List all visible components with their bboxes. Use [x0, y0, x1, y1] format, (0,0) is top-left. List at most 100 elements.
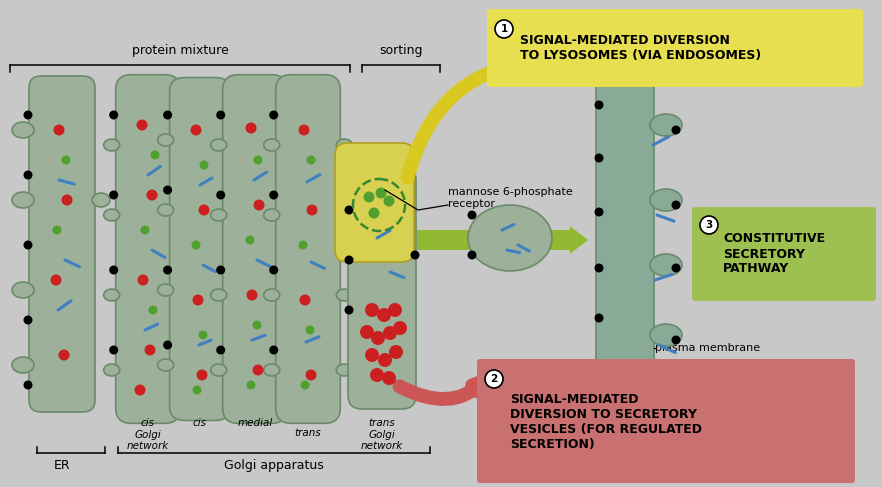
FancyBboxPatch shape — [692, 207, 876, 301]
Circle shape — [345, 206, 354, 214]
Ellipse shape — [650, 189, 682, 211]
Ellipse shape — [336, 139, 352, 151]
Ellipse shape — [211, 289, 227, 301]
Circle shape — [58, 350, 70, 360]
Circle shape — [671, 263, 681, 273]
Circle shape — [216, 345, 225, 355]
Circle shape — [24, 380, 33, 390]
Circle shape — [594, 363, 603, 373]
Circle shape — [216, 190, 225, 200]
Circle shape — [495, 20, 513, 38]
Ellipse shape — [283, 289, 299, 301]
FancyBboxPatch shape — [29, 76, 95, 412]
Circle shape — [151, 150, 160, 160]
Ellipse shape — [264, 289, 280, 301]
Circle shape — [389, 345, 403, 359]
Ellipse shape — [650, 324, 682, 346]
Circle shape — [301, 380, 310, 390]
Circle shape — [109, 111, 118, 119]
Ellipse shape — [176, 289, 192, 301]
Ellipse shape — [264, 364, 280, 376]
Text: cis: cis — [193, 418, 207, 428]
FancyArrowPatch shape — [400, 381, 482, 399]
Circle shape — [382, 371, 396, 385]
Circle shape — [62, 194, 72, 206]
Circle shape — [594, 314, 603, 322]
Circle shape — [163, 340, 172, 350]
Text: trans
Golgi
network: trans Golgi network — [361, 418, 403, 451]
Circle shape — [369, 207, 379, 219]
Text: protein mixture: protein mixture — [131, 44, 228, 57]
Ellipse shape — [227, 284, 243, 296]
Ellipse shape — [12, 282, 34, 298]
Circle shape — [24, 316, 33, 324]
Circle shape — [269, 111, 278, 119]
Ellipse shape — [227, 359, 243, 371]
Ellipse shape — [336, 209, 352, 221]
Circle shape — [140, 225, 150, 235]
Circle shape — [145, 344, 155, 356]
Circle shape — [245, 236, 255, 244]
Text: plasma membrane: plasma membrane — [655, 343, 760, 353]
Circle shape — [163, 265, 172, 275]
Circle shape — [253, 155, 263, 165]
FancyBboxPatch shape — [335, 143, 414, 262]
FancyBboxPatch shape — [348, 166, 416, 409]
Ellipse shape — [227, 204, 243, 216]
Ellipse shape — [264, 209, 280, 221]
Circle shape — [298, 241, 308, 249]
Circle shape — [383, 326, 397, 340]
Ellipse shape — [336, 289, 352, 301]
Ellipse shape — [650, 254, 682, 276]
Circle shape — [109, 190, 118, 200]
Circle shape — [138, 275, 148, 285]
Circle shape — [345, 305, 354, 315]
Text: CONSTITUTIVE
SECRETORY
PATHWAY: CONSTITUTIVE SECRETORY PATHWAY — [723, 232, 826, 276]
Circle shape — [269, 190, 278, 200]
Circle shape — [360, 325, 374, 339]
Ellipse shape — [176, 364, 192, 376]
Circle shape — [671, 336, 681, 344]
Circle shape — [345, 256, 354, 264]
Circle shape — [24, 170, 33, 180]
Circle shape — [198, 331, 207, 339]
Circle shape — [199, 161, 208, 169]
Circle shape — [269, 265, 278, 275]
Circle shape — [305, 325, 315, 335]
FancyBboxPatch shape — [477, 359, 855, 483]
Circle shape — [300, 295, 310, 305]
Circle shape — [365, 303, 379, 317]
FancyBboxPatch shape — [169, 77, 230, 420]
Circle shape — [148, 305, 158, 315]
Ellipse shape — [104, 364, 120, 376]
Circle shape — [191, 125, 201, 135]
Circle shape — [197, 370, 207, 380]
Circle shape — [298, 125, 310, 135]
Ellipse shape — [283, 139, 299, 151]
Ellipse shape — [211, 139, 227, 151]
Circle shape — [307, 205, 318, 216]
Circle shape — [163, 186, 172, 194]
Circle shape — [467, 210, 476, 220]
Circle shape — [393, 321, 407, 335]
Circle shape — [109, 345, 118, 355]
Ellipse shape — [92, 193, 110, 207]
Circle shape — [109, 265, 118, 275]
Text: CYTOSOL: CYTOSOL — [523, 375, 581, 385]
Circle shape — [671, 126, 681, 134]
Circle shape — [191, 241, 200, 249]
Ellipse shape — [104, 289, 120, 301]
Circle shape — [252, 320, 261, 330]
Circle shape — [252, 364, 264, 375]
Circle shape — [50, 275, 62, 285]
Circle shape — [137, 119, 147, 131]
Ellipse shape — [283, 209, 299, 221]
Ellipse shape — [264, 139, 280, 151]
Circle shape — [253, 200, 265, 210]
Circle shape — [24, 111, 33, 119]
Ellipse shape — [176, 209, 192, 221]
Circle shape — [216, 111, 225, 119]
FancyBboxPatch shape — [116, 75, 180, 423]
Circle shape — [485, 370, 503, 388]
Circle shape — [594, 263, 603, 273]
